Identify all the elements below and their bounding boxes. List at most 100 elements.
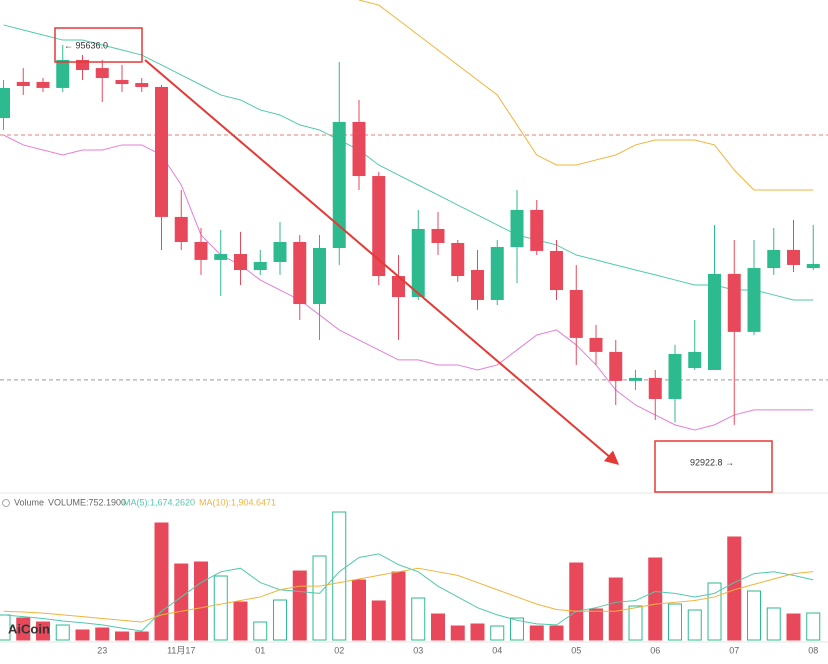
volume-bar xyxy=(411,597,426,641)
watermark: AiCoin xyxy=(8,621,50,636)
candle-body xyxy=(392,276,405,298)
volume-bar xyxy=(431,613,445,641)
candle-body xyxy=(510,209,524,248)
candle-body xyxy=(431,228,445,243)
volume-bar xyxy=(95,627,110,641)
legend-icon xyxy=(2,499,10,507)
candle-body xyxy=(155,86,168,217)
candle-body xyxy=(273,241,287,263)
volume-bar xyxy=(233,601,248,641)
high-annotation: ← 95636.0 xyxy=(64,40,108,50)
candle-body xyxy=(569,290,583,338)
volume-legend: MA(5):1,674.2620 xyxy=(123,497,195,507)
volume-bar xyxy=(16,617,31,641)
volume-ma-line xyxy=(3,567,814,623)
volume-bar xyxy=(292,570,307,641)
volume-bar xyxy=(786,613,801,641)
volume-legend: MA(10):1,904.6471 xyxy=(199,497,276,507)
volume-bar xyxy=(687,609,702,641)
low-annotation: 92922.8 → xyxy=(690,457,734,467)
volume-bar xyxy=(608,577,623,641)
volume-bar xyxy=(628,605,643,641)
candle-body xyxy=(629,377,642,381)
indicator-line xyxy=(3,134,814,431)
volume-bar xyxy=(806,612,821,641)
candle-body xyxy=(451,242,465,277)
volume-bar xyxy=(747,590,761,641)
volume-legend: VOLUME:752.1900 xyxy=(48,497,126,507)
candle-body xyxy=(471,269,484,300)
candle-body xyxy=(0,87,10,119)
volume-bar xyxy=(194,561,208,641)
candle-body xyxy=(16,81,30,86)
candle-body xyxy=(95,68,109,79)
volume-legend: Volume xyxy=(14,497,44,507)
candle-body xyxy=(550,250,563,291)
volume-bar xyxy=(707,582,722,641)
price-panel xyxy=(0,0,828,431)
candle-body xyxy=(688,351,702,369)
volume-bar xyxy=(510,617,524,641)
volume-bar xyxy=(352,579,366,641)
volume-bar xyxy=(253,621,268,641)
candle-body xyxy=(115,79,129,85)
candle-body xyxy=(767,249,781,269)
trend-arrow xyxy=(144,59,620,465)
candle-body xyxy=(293,241,307,305)
x-tick-label: 23 xyxy=(97,645,107,655)
volume-bar xyxy=(115,631,129,641)
candle-body xyxy=(253,262,267,270)
x-tick-label: 02 xyxy=(334,645,344,655)
x-tick-label: 05 xyxy=(571,645,581,655)
x-tick-label: 07 xyxy=(729,645,739,655)
candle-body xyxy=(135,83,149,87)
candle-body xyxy=(411,228,425,298)
volume-bar xyxy=(213,575,228,641)
candle-body xyxy=(609,351,623,381)
candle-body xyxy=(234,254,247,270)
volume-bar xyxy=(332,511,347,641)
volume-bar xyxy=(75,629,90,641)
volume-bar xyxy=(766,607,781,641)
indicator-line xyxy=(3,24,814,301)
annotation-box xyxy=(54,27,143,63)
x-tick-label: 06 xyxy=(650,645,660,655)
volume-bar xyxy=(36,621,50,641)
volume-bar xyxy=(273,599,287,641)
candle-body xyxy=(648,377,662,399)
volume-bar xyxy=(371,600,386,641)
volume-bar xyxy=(470,623,485,641)
x-tick-label: 03 xyxy=(413,645,423,655)
candle-body xyxy=(589,337,603,352)
candle-body xyxy=(352,121,366,177)
candle-body xyxy=(490,247,504,300)
candle-body xyxy=(332,121,346,249)
candle-body xyxy=(530,209,544,251)
candle-body xyxy=(36,81,50,88)
volume-panel xyxy=(0,511,821,641)
volume-bar xyxy=(312,555,327,641)
volume-bar xyxy=(490,625,505,641)
volume-bar xyxy=(569,562,584,641)
volume-bar xyxy=(154,522,169,641)
candle-body xyxy=(708,273,721,370)
candle-body xyxy=(56,59,70,88)
candle-body xyxy=(214,254,228,260)
volume-bar xyxy=(450,625,465,641)
candle-body xyxy=(747,268,761,332)
volume-bar xyxy=(174,563,189,641)
volume-bar xyxy=(529,625,544,641)
volume-bar xyxy=(668,603,682,641)
annotation-box xyxy=(654,440,773,493)
candle-body xyxy=(76,59,89,71)
candle-body xyxy=(194,241,208,260)
volume-bar xyxy=(549,625,564,641)
volume-ma-line xyxy=(3,553,814,632)
candle-body xyxy=(668,354,682,399)
x-tick-label: 01 xyxy=(255,645,265,655)
volume-bar xyxy=(391,571,406,641)
volume-bar xyxy=(134,631,149,641)
volume-bar xyxy=(589,608,603,641)
candle-body xyxy=(313,248,326,305)
